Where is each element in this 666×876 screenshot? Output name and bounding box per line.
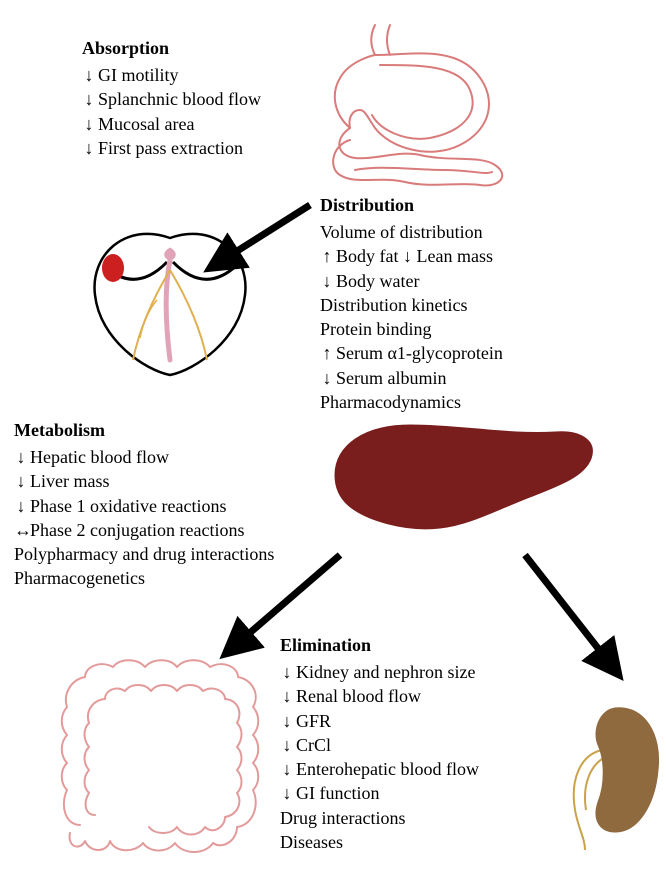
absorption-item: ↓GI motility [82, 63, 261, 87]
elimination-title: Elimination [280, 635, 479, 656]
elimination-item: ↓CrCl [280, 733, 479, 757]
absorption-title: Absorption [82, 38, 261, 59]
absorption-item: ↓Mucosal area [82, 112, 261, 136]
elimination-item: ↓GFR [280, 709, 479, 733]
distribution-item: ↓Body water [320, 269, 503, 293]
elimination-item: ↓Kidney and nephron size [280, 660, 479, 684]
distribution-item: ↓Serum albumin [320, 366, 503, 390]
elimination-block: Elimination ↓Kidney and nephron size ↓Re… [280, 635, 479, 854]
metabolism-title: Metabolism [14, 420, 274, 441]
diagram-canvas: Absorption ↓GI motility ↓Splanchnic bloo… [0, 0, 666, 876]
elimination-item: Diseases [280, 830, 479, 854]
distribution-item: ↑Serum α1-glycoprotein [320, 341, 503, 365]
metabolism-item: ↓Phase 1 oxidative reactions [14, 494, 274, 518]
metabolism-item: Polypharmacy and drug interactions [14, 542, 274, 566]
distribution-item: ↑Body fat ↓ Lean mass [320, 244, 503, 268]
metabolism-block: Metabolism ↓Hepatic blood flow ↓Liver ma… [14, 420, 274, 591]
absorption-block: Absorption ↓GI motility ↓Splanchnic bloo… [82, 38, 261, 160]
distribution-item: Volume of distribution [320, 220, 503, 244]
absorption-item: ↓First pass extraction [82, 136, 261, 160]
metabolism-item: ↓Liver mass [14, 469, 274, 493]
elimination-item: ↓Enterohepatic blood flow [280, 757, 479, 781]
distribution-item: Pharmacodynamics [320, 390, 503, 414]
absorption-item: ↓Splanchnic blood flow [82, 87, 261, 111]
distribution-title: Distribution [320, 195, 503, 216]
elimination-item: Drug interactions [280, 806, 479, 830]
distribution-item: Distribution kinetics [320, 293, 503, 317]
elimination-item: ↓Renal blood flow [280, 684, 479, 708]
metabolism-item: ↓Hepatic blood flow [14, 445, 274, 469]
elimination-item: ↓GI function [280, 781, 479, 805]
metabolism-item: ↔Phase 2 conjugation reactions [14, 518, 274, 542]
metabolism-item: Pharmacogenetics [14, 566, 274, 590]
distribution-block: Distribution Volume of distribution ↑Bod… [320, 195, 503, 414]
distribution-item: Protein binding [320, 317, 503, 341]
